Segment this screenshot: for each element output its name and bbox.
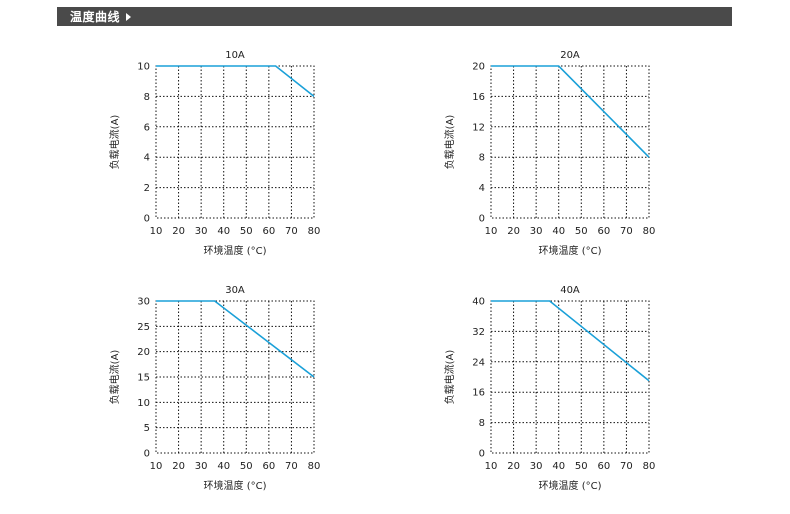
y-tick-label: 10 bbox=[137, 62, 150, 73]
y-tick-label: 0 bbox=[144, 214, 150, 225]
y-axis-label: 负载电流(A) bbox=[443, 350, 456, 405]
series-line bbox=[156, 65, 315, 98]
y-tick-label: 0 bbox=[479, 214, 485, 225]
x-tick-label: 10 bbox=[485, 461, 498, 472]
y-tick-label: 40 bbox=[472, 297, 485, 308]
x-axis-label: 环境温度 (°C) bbox=[204, 244, 267, 257]
x-tick-label: 30 bbox=[530, 226, 543, 237]
x-tick-label: 40 bbox=[552, 461, 565, 472]
y-tick-label: 10 bbox=[137, 398, 150, 409]
series-line bbox=[491, 300, 650, 382]
x-tick-label: 30 bbox=[195, 461, 208, 472]
section-title: 温度曲线 bbox=[70, 10, 121, 24]
y-tick-label: 0 bbox=[144, 449, 150, 460]
x-tick-label: 20 bbox=[507, 226, 520, 237]
x-tick-label: 70 bbox=[285, 226, 298, 237]
y-axis-label: 负载电流(A) bbox=[443, 115, 456, 170]
x-tick-label: 70 bbox=[620, 461, 633, 472]
plot-frame bbox=[155, 300, 315, 454]
y-tick-label: 20 bbox=[137, 347, 150, 358]
x-tick-label: 50 bbox=[575, 226, 588, 237]
x-tick-label: 80 bbox=[643, 461, 656, 472]
x-tick-label: 50 bbox=[240, 461, 253, 472]
y-tick-label: 4 bbox=[144, 153, 150, 164]
chart-40a: 40A 10 20 30 40 50 60 70 80 0 8 16 24 32 40 环境温度 (°C) 负载… bbox=[443, 285, 656, 492]
chart-10a: 10A 10 20 30 40 50 60 70 80 0 2 4 6 8 10 环境温度 (°C) 负载电流(… bbox=[108, 50, 321, 257]
y-tick-label: 2 bbox=[144, 183, 150, 194]
x-tick-label: 30 bbox=[530, 461, 543, 472]
y-axis-label: 负载电流(A) bbox=[108, 115, 121, 170]
chart-title: 10A bbox=[225, 50, 245, 61]
chart-30a: 30A 10 20 30 40 50 60 70 80 0 5 10 15 20 25 30 环境温度 (°C)… bbox=[108, 285, 321, 492]
y-tick-label: 16 bbox=[472, 388, 485, 399]
y-tick-label: 12 bbox=[472, 122, 485, 133]
chart-20a: 20A 10 20 30 40 50 60 70 80 0 4 8 12 16 20 环境温度 (°C) 负载电… bbox=[443, 50, 656, 257]
x-tick-label: 60 bbox=[597, 226, 610, 237]
x-tick-label: 80 bbox=[308, 226, 321, 237]
y-tick-label: 8 bbox=[479, 153, 485, 164]
x-axis-label: 环境温度 (°C) bbox=[204, 479, 267, 492]
x-tick-label: 80 bbox=[308, 461, 321, 472]
y-tick-label: 5 bbox=[144, 423, 150, 434]
section-header: 温度曲线 bbox=[57, 7, 732, 26]
x-tick-label: 20 bbox=[507, 461, 520, 472]
x-tick-label: 10 bbox=[150, 226, 163, 237]
x-tick-label: 40 bbox=[552, 226, 565, 237]
x-tick-label: 40 bbox=[217, 226, 230, 237]
y-tick-label: 32 bbox=[472, 327, 485, 338]
y-axis-label: 负载电流(A) bbox=[108, 350, 121, 405]
y-tick-label: 8 bbox=[479, 418, 485, 429]
y-tick-label: 20 bbox=[472, 62, 485, 73]
x-tick-label: 60 bbox=[597, 461, 610, 472]
plot-frame bbox=[490, 300, 650, 454]
x-tick-label: 10 bbox=[150, 461, 163, 472]
caret-right-icon bbox=[126, 12, 132, 21]
x-axis-label: 环境温度 (°C) bbox=[539, 244, 602, 257]
x-tick-label: 40 bbox=[217, 461, 230, 472]
x-tick-label: 20 bbox=[172, 461, 185, 472]
x-tick-label: 50 bbox=[240, 226, 253, 237]
y-tick-label: 8 bbox=[144, 92, 150, 103]
series-line bbox=[156, 300, 315, 378]
y-tick-label: 15 bbox=[137, 373, 150, 384]
x-tick-label: 80 bbox=[643, 226, 656, 237]
y-tick-label: 25 bbox=[137, 322, 150, 333]
y-tick-label: 6 bbox=[144, 122, 150, 133]
plot-frame bbox=[155, 65, 315, 219]
y-tick-label: 4 bbox=[479, 183, 485, 194]
x-tick-label: 30 bbox=[195, 226, 208, 237]
chart-title: 40A bbox=[560, 285, 580, 296]
x-tick-label: 60 bbox=[262, 226, 275, 237]
plot-frame bbox=[490, 65, 650, 219]
x-tick-label: 70 bbox=[285, 461, 298, 472]
chart-title: 30A bbox=[225, 285, 245, 296]
x-tick-label: 10 bbox=[485, 226, 498, 237]
x-tick-label: 60 bbox=[262, 461, 275, 472]
chart-title: 20A bbox=[560, 50, 580, 61]
x-tick-label: 20 bbox=[172, 226, 185, 237]
x-tick-label: 50 bbox=[575, 461, 588, 472]
y-tick-label: 0 bbox=[479, 449, 485, 460]
series-line bbox=[491, 65, 650, 158]
x-axis-label: 环境温度 (°C) bbox=[539, 479, 602, 492]
y-tick-label: 24 bbox=[472, 357, 485, 368]
x-tick-label: 70 bbox=[620, 226, 633, 237]
y-tick-label: 16 bbox=[472, 92, 485, 103]
y-tick-label: 30 bbox=[137, 297, 150, 308]
